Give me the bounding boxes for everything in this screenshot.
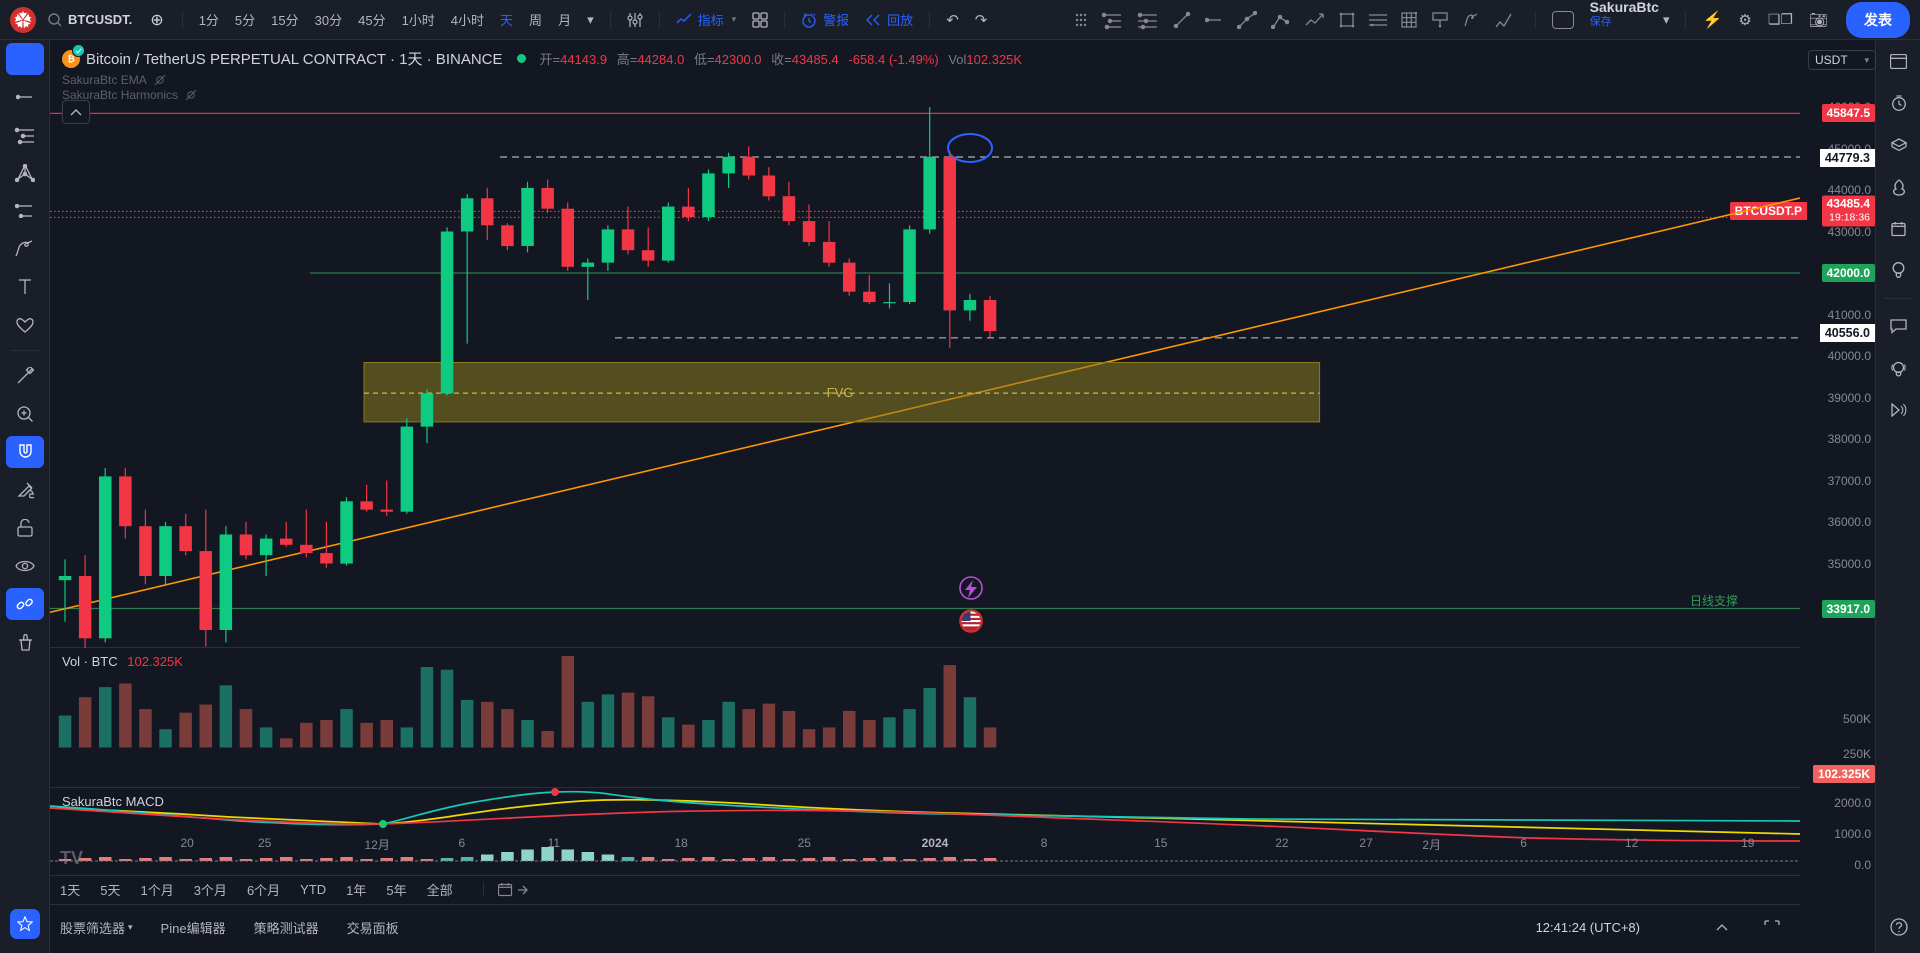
svg-text:TV: TV xyxy=(60,848,83,868)
